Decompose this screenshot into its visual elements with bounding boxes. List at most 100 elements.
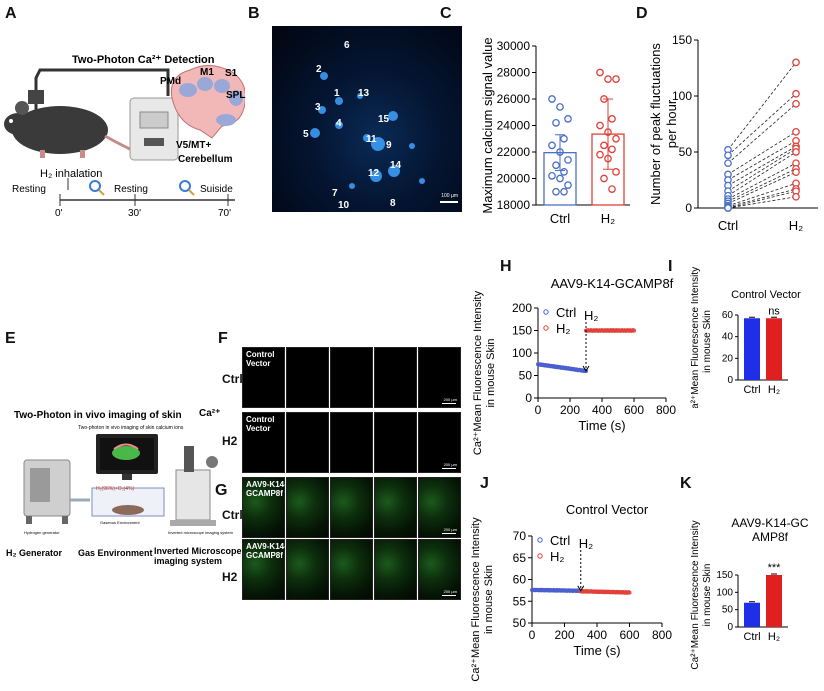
chart-title: Control Vector (731, 289, 801, 301)
micrograph-tile (374, 412, 417, 473)
data-point (604, 128, 612, 136)
y-tick-label: 50 (519, 369, 533, 383)
cell-id: 15 (378, 114, 390, 125)
data-point (792, 192, 800, 201)
cell-id: 7 (332, 188, 338, 199)
significance-label: *** (768, 562, 782, 574)
data-point (724, 151, 732, 160)
panel-b: 6 2 1 13 3 4 15 5 11 9 14 12 7 10 8 100 … (272, 26, 462, 212)
y-tick-label: 150 (716, 570, 733, 581)
cell-glow-layer (310, 72, 425, 189)
data-point (564, 115, 572, 123)
x-tick-label: H₂ (768, 631, 780, 643)
y-tick-label: 40 (722, 332, 734, 343)
y-tick-label: 200 (512, 301, 532, 315)
data-point (724, 204, 732, 212)
micrograph-tile: Control Vector (242, 412, 285, 473)
region-label-spl: SPL (226, 90, 246, 101)
gas-formula: H₂(96%)+O₂(4%) (96, 486, 135, 492)
panel-letter-a: A (5, 5, 17, 22)
h2-annotation: H₂ (579, 536, 593, 551)
panel-a: Two-Photon Ca²⁺ Detection PMd (0, 0, 245, 230)
y-axis-label: Ca²⁺Mean Fluorescence Intensity (470, 517, 482, 682)
cell-glow (349, 183, 355, 189)
tile-label: AAV9-K14-GCAMP8f (246, 480, 287, 498)
legend-label: H₂ (556, 321, 570, 336)
y-axis-label: Number of peak fluctuations (648, 43, 663, 205)
row-label-h2: H2 (222, 570, 238, 584)
y-tick-label: 60 (513, 573, 527, 587)
timeline-time-30: 30' (128, 208, 142, 219)
y-tick-label: 50 (513, 616, 527, 630)
data-point (552, 119, 560, 127)
label-h2-generator: H₂ Generator (6, 548, 63, 558)
timeline-event-1: Resting (12, 184, 46, 195)
data-point (792, 148, 800, 156)
legend-label: Ctrl (550, 533, 570, 548)
cell-id: 5 (303, 129, 309, 140)
micrograph-tile (330, 412, 373, 473)
micrograph-tile: 200 µm (418, 477, 461, 538)
chart-title: Control Vector (566, 502, 649, 517)
x-tick-label: 400 (587, 628, 607, 642)
cell-glow (335, 97, 343, 105)
y-axis-label: in mouse Skin (483, 565, 495, 634)
pair-line (727, 162, 797, 200)
brain-region-cerebellum (216, 114, 236, 126)
panel-e: Two-Photon in vivo imaging of skin Ca²⁺ … (0, 350, 242, 570)
scale-bar (442, 595, 456, 596)
scale-bar (440, 201, 458, 203)
panel-a-title: Two-Photon Ca²⁺ Detection (72, 54, 215, 66)
data-point (792, 127, 800, 136)
y-tick-label: 70 (513, 529, 527, 543)
small-label-gas: Gaseous Environment (100, 520, 140, 525)
timeline-event-3: Suiside (200, 184, 233, 195)
y-tick-label: 20000 (497, 172, 531, 186)
cell-id: 10 (338, 200, 350, 211)
cell-id: 6 (344, 40, 350, 51)
mouse-ear (15, 101, 29, 115)
x-tick-label: H₂ (789, 218, 803, 233)
data-point (584, 369, 589, 374)
x-tick-label: Ctrl (718, 218, 738, 233)
cell-glow (419, 178, 425, 184)
data-point (724, 159, 732, 168)
cell-id: 9 (386, 140, 392, 151)
y-tick-label: 100 (716, 587, 733, 598)
pair-line (727, 140, 797, 181)
y-axis-label: Ca²⁺Mean Fluorescence Intensity (690, 267, 701, 408)
skin-image (112, 446, 140, 460)
micrograph-tile: Control Vector (242, 347, 285, 408)
h2-arrow-head (582, 365, 590, 372)
generator-wheel (62, 516, 68, 524)
cell-glow (310, 128, 320, 138)
chart-title: AAV9-K14-GCAMP8f (551, 276, 674, 291)
data-point (596, 121, 604, 130)
panel-letter-b: B (248, 5, 260, 22)
micrograph-tile: 200 µm (418, 347, 461, 408)
scale-bar-label: 100 µm (441, 193, 458, 199)
x-tick-label: 600 (619, 628, 639, 642)
data-point (600, 95, 608, 103)
scale-bar-label: 200 µm (443, 527, 457, 532)
pair-line (727, 171, 797, 204)
scale-bar (442, 468, 456, 469)
data-point (556, 148, 564, 156)
data-point (600, 174, 608, 183)
data-point (548, 172, 556, 180)
x-tick-label: 200 (560, 403, 580, 417)
microscope-column (184, 446, 194, 472)
bar (744, 318, 760, 380)
panel-letter-k: K (680, 475, 692, 492)
data-point (792, 89, 800, 98)
row-label-ctrl: Ctrl (222, 372, 243, 386)
micrograph-tile (286, 539, 329, 600)
mouse-head (4, 113, 32, 135)
chart-title: AAV9-K14-GC (731, 516, 808, 530)
data-point (560, 168, 568, 176)
micrograph-tile (330, 347, 373, 408)
label-gas-environment: Gas Environment (78, 548, 153, 558)
device-slot (144, 138, 164, 146)
microscope-knob (206, 456, 218, 468)
cell-glow (357, 93, 363, 99)
